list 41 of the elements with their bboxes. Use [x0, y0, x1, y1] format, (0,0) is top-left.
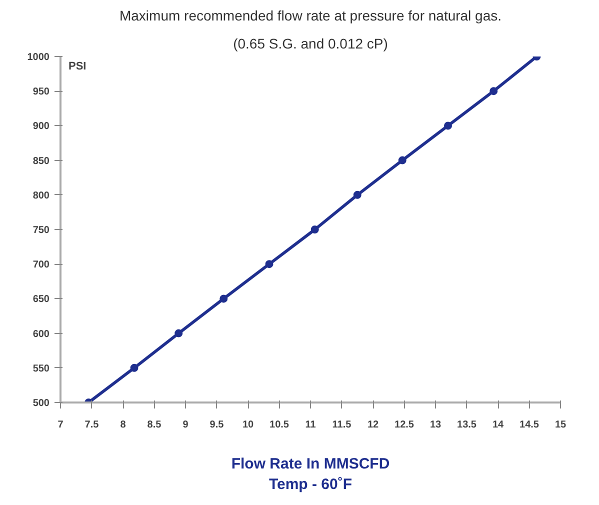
x-tick-label: 13.5: [457, 420, 477, 430]
x-tick-label: 7: [58, 420, 64, 430]
x-tick-label: 8: [120, 420, 126, 430]
y-tick-label: 600: [32, 328, 50, 340]
x-tick-label: 12: [367, 420, 379, 430]
point: [490, 87, 498, 96]
y-tick-label: 850: [32, 156, 50, 167]
chart-title: Maximum recommended flow rate at pressure for natural gas.: [119, 8, 502, 24]
x-tick-label: 14: [492, 420, 504, 430]
y-tick-label: 950: [32, 86, 50, 98]
point: [220, 294, 228, 303]
point: [353, 190, 362, 199]
point: [174, 329, 183, 338]
y-tick-label: 750: [32, 225, 50, 236]
y-tick-label: 800: [32, 190, 50, 202]
point: [310, 226, 319, 234]
x-tick-label: 9: [182, 420, 189, 430]
x-tick-label: 14.5: [520, 420, 540, 430]
x-axis-title: Flow Rate In MMSCFD Temp - 60˚F: [231, 456, 390, 493]
x-tick-label: 12.5: [394, 420, 414, 430]
y-tick-label: 550: [32, 363, 50, 374]
x-tick-label: 13: [430, 420, 442, 430]
x-tick-label: 8.5: [147, 420, 162, 430]
y-axis-title: PSI: [68, 60, 86, 72]
point: [130, 364, 138, 372]
y-tick-label: 700: [32, 260, 50, 271]
y-tick-label: 900: [32, 121, 50, 132]
point: [398, 156, 406, 164]
x-tick-label: 10: [242, 420, 254, 430]
x-tick-label: 11: [305, 420, 316, 430]
x-tick-label: 15: [554, 420, 566, 430]
chart-subtitle: (0.65 S.G. and 0.012 cP): [233, 36, 388, 52]
x-tick-label: 11.5: [332, 420, 352, 430]
y-tick-label: 500: [32, 398, 50, 409]
point: [265, 260, 274, 268]
point: [444, 122, 452, 130]
y-tick-label: 650: [32, 294, 50, 306]
x-tick-label: 9.5: [210, 420, 224, 430]
x-tick-label: 10.5: [270, 420, 290, 430]
x-tick-label: 7.5: [84, 420, 100, 430]
y-tick-label: 1000: [27, 52, 50, 63]
